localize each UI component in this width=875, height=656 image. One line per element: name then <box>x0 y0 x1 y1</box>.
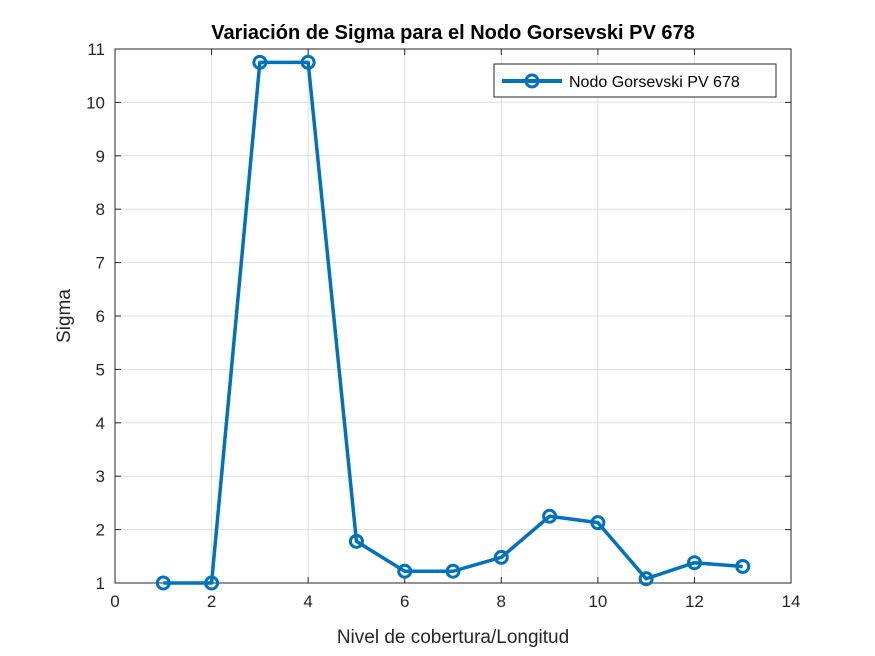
data-point <box>252 54 268 70</box>
y-tick-label: 6 <box>96 307 105 326</box>
data-point <box>397 563 413 579</box>
y-tick-label: 1 <box>96 574 105 593</box>
x-tick-label: 10 <box>588 592 607 611</box>
y-tick-label: 3 <box>96 467 105 486</box>
x-tick-label: 2 <box>207 592 216 611</box>
y-tick-label: 7 <box>96 254 105 273</box>
x-axis-title: Nivel de cobertura/Longitud <box>337 627 569 648</box>
y-axis-title: Sigma <box>54 289 75 343</box>
data-point <box>735 558 751 574</box>
y-tick-label: 5 <box>96 360 105 379</box>
data-point <box>638 571 654 587</box>
chart-title: Variación de Sigma para el Nodo Gorsevsk… <box>211 22 695 44</box>
y-tick-label: 2 <box>96 521 105 540</box>
grid-lines <box>115 49 791 583</box>
y-tick-label: 10 <box>86 93 105 112</box>
data-point <box>204 575 220 591</box>
legend-entry-label: Nodo Gorsevski PV 678 <box>569 74 740 91</box>
data-point <box>300 54 316 70</box>
data-point <box>155 575 171 591</box>
x-tick-label: 8 <box>497 592 506 611</box>
y-tick-label: 11 <box>87 40 105 59</box>
x-tick-label: 0 <box>110 592 119 611</box>
legend: Nodo Gorsevski PV 678 <box>493 63 777 98</box>
series-line <box>163 60 743 585</box>
data-point <box>493 549 509 565</box>
x-tick-label: 14 <box>782 592 801 611</box>
series-layer <box>155 54 751 591</box>
y-tick-label: 9 <box>96 147 105 166</box>
x-tick-label: 6 <box>400 592 409 611</box>
data-point <box>445 563 461 579</box>
x-tick-label: 4 <box>303 592 312 611</box>
y-tick-label: 4 <box>96 414 105 433</box>
data-point <box>542 508 558 524</box>
data-point <box>348 533 364 549</box>
legend-marker-sample <box>524 73 540 89</box>
data-point <box>686 555 702 571</box>
x-tick-label: 12 <box>685 592 704 611</box>
data-point <box>590 515 606 531</box>
y-tick-label: 8 <box>96 200 105 219</box>
